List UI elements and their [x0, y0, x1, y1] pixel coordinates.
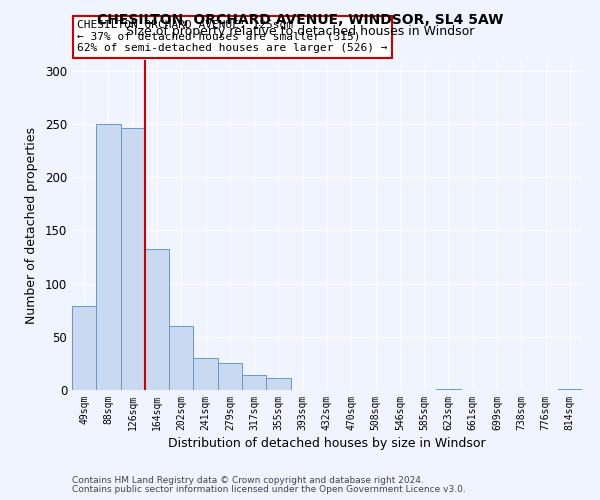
Bar [193, 358, 218, 390]
Bar [96, 124, 121, 390]
Bar [121, 128, 145, 390]
Bar [169, 326, 193, 390]
X-axis label: Distribution of detached houses by size in Windsor: Distribution of detached houses by size … [168, 437, 486, 450]
Bar [72, 306, 96, 390]
Bar [218, 364, 242, 390]
Text: Size of property relative to detached houses in Windsor: Size of property relative to detached ho… [126, 25, 474, 38]
Bar [266, 378, 290, 390]
Text: Contains HM Land Registry data © Crown copyright and database right 2024.: Contains HM Land Registry data © Crown c… [72, 476, 424, 485]
Bar [558, 389, 582, 390]
Text: CHESILTON ORCHARD AVENUE: 125sqm
← 37% of detached houses are smaller (315)
62% : CHESILTON ORCHARD AVENUE: 125sqm ← 37% o… [77, 20, 388, 54]
Bar [242, 375, 266, 390]
Y-axis label: Number of detached properties: Number of detached properties [25, 126, 38, 324]
Text: CHESILTON, ORCHARD AVENUE, WINDSOR, SL4 5AW: CHESILTON, ORCHARD AVENUE, WINDSOR, SL4 … [97, 12, 503, 26]
Text: Contains public sector information licensed under the Open Government Licence v3: Contains public sector information licen… [72, 485, 466, 494]
Bar [436, 389, 461, 390]
Bar [145, 250, 169, 390]
